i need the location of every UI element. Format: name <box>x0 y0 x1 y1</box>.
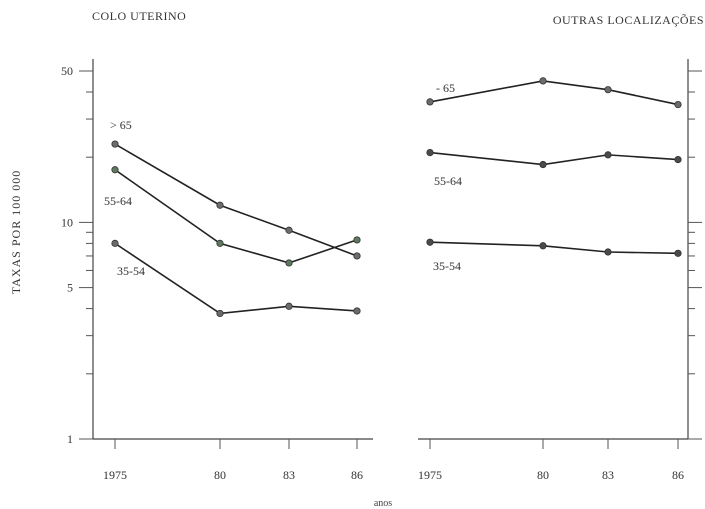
data-point <box>111 166 119 174</box>
series-label: 55-64 <box>104 194 132 208</box>
data-point <box>674 100 682 109</box>
series-line-outras-0 <box>429 80 679 106</box>
x-tick-label: 80 <box>214 468 226 482</box>
data-point <box>285 259 293 267</box>
data-point <box>353 307 361 315</box>
series-line-colo-1 <box>114 169 358 264</box>
data-point <box>285 302 293 310</box>
series-label: - 65 <box>436 81 455 95</box>
chart-title-right: OUTRAS LOCALIZAÇÕES <box>553 13 704 27</box>
x-tick-label: 1975 <box>418 468 442 482</box>
data-point <box>353 252 361 260</box>
data-point <box>216 201 224 209</box>
data-point <box>216 309 224 318</box>
series-label: > 65 <box>110 118 132 132</box>
data-point <box>111 239 119 247</box>
data-point <box>604 86 612 94</box>
series-line-outras-2 <box>429 241 679 255</box>
data-point <box>111 140 119 148</box>
y-tick-label: 50 <box>61 64 73 78</box>
x-tick-label: 83 <box>602 468 614 482</box>
series-label: 35-54 <box>117 264 145 278</box>
y-tick-label: 5 <box>67 281 73 295</box>
data-point <box>539 242 547 250</box>
y-tick-label: 1 <box>67 432 73 446</box>
data-point <box>353 236 361 244</box>
series-line-colo-0 <box>114 143 358 257</box>
series-line-colo-2 <box>114 242 358 315</box>
data-point <box>539 160 547 169</box>
series-label: 35-54 <box>433 259 461 273</box>
series-label: 55-64 <box>434 174 462 188</box>
x-tick-label: 83 <box>283 468 295 482</box>
series-line-outras-1 <box>429 151 679 166</box>
y-axis-label: TAXAS POR 100 000 <box>9 170 23 294</box>
data-point <box>285 226 293 234</box>
data-point <box>604 248 612 256</box>
data-point <box>604 151 612 159</box>
plot-layer: 1 5 10 50 1975 80 83 86 > 65 55-64 35-54 1975 80 83 86… <box>61 59 702 482</box>
data-point <box>426 98 434 106</box>
y-tick-label: 10 <box>61 215 73 229</box>
data-point <box>674 249 682 257</box>
x-tick-label: 80 <box>537 468 549 482</box>
data-point <box>674 155 682 164</box>
data-point <box>426 238 434 246</box>
data-point <box>426 149 434 157</box>
x-tick-label: 86 <box>351 468 363 482</box>
x-axis-label: anos <box>374 498 392 509</box>
x-tick-label: 1975 <box>103 468 127 482</box>
data-point <box>216 239 224 247</box>
x-tick-label: 86 <box>672 468 684 482</box>
data-point <box>539 77 547 85</box>
chart-title-left: COLO UTERINO <box>92 9 186 23</box>
